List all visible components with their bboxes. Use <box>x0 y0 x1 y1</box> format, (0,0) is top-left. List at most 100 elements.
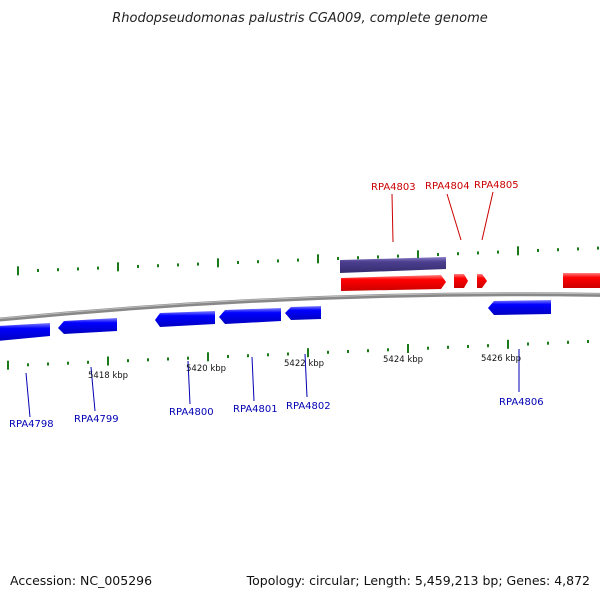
minor-tick <box>77 267 79 271</box>
reverse-strand-genes <box>0 300 551 341</box>
gene-rpa4798[interactable] <box>0 323 50 341</box>
gene-rpa4802[interactable] <box>285 306 321 320</box>
minor-tick <box>467 345 469 348</box>
leader-rpa4804 <box>446 193 462 241</box>
major-tick <box>407 344 409 353</box>
minor-tick <box>267 353 269 357</box>
gene-rpa4807[interactable] <box>563 273 600 288</box>
gene-rpa4806[interactable] <box>488 300 551 315</box>
gene-label-rpa4798[interactable]: RPA4798 <box>9 419 54 430</box>
minor-tick <box>197 262 199 266</box>
forward-gene-labels: RPA4803 RPA4804 RPA4805 <box>371 180 519 193</box>
minor-tick <box>67 361 69 365</box>
kbp-label: 5422 kbp <box>284 359 324 369</box>
gene-label-rpa4804[interactable]: RPA4804 <box>425 181 470 192</box>
reverse-gene-labels: RPA4798 RPA4799 RPA4800 RPA4801 RPA4802 … <box>9 397 544 430</box>
minor-tick <box>237 261 239 264</box>
minor-tick <box>587 340 589 343</box>
minor-tick <box>167 357 169 361</box>
gene-label-rpa4799[interactable]: RPA4799 <box>74 414 119 425</box>
minor-tick <box>327 350 329 354</box>
major-tick <box>317 254 319 264</box>
minor-tick <box>257 260 259 264</box>
minor-tick <box>437 253 439 256</box>
major-tick <box>507 339 509 349</box>
gene-label-rpa4803[interactable]: RPA4803 <box>371 182 416 193</box>
minor-tick <box>347 350 349 353</box>
minor-tick <box>27 363 29 367</box>
minor-tick <box>547 341 549 345</box>
gene-label-rpa4806[interactable]: RPA4806 <box>499 397 544 408</box>
minor-tick <box>47 362 49 366</box>
minor-tick <box>87 360 89 364</box>
minor-tick <box>97 266 99 270</box>
minor-tick <box>387 348 389 352</box>
lower-tick-row <box>7 339 589 370</box>
minor-tick <box>247 354 249 358</box>
major-tick <box>107 356 109 366</box>
major-tick <box>217 258 219 268</box>
gene-rpa4804[interactable] <box>454 274 468 288</box>
minor-tick <box>337 257 339 260</box>
minor-tick <box>287 352 289 356</box>
genome-summary-text: Topology: circular; Length: 5,459,213 bp… <box>246 573 590 588</box>
minor-tick <box>477 251 479 255</box>
major-tick <box>517 246 519 256</box>
gene-label-rpa4801[interactable]: RPA4801 <box>233 404 278 415</box>
leader-rpa4798 <box>25 372 31 418</box>
leader-rpa4799 <box>90 366 96 412</box>
minor-tick <box>127 359 129 363</box>
leader-rpa4801 <box>251 356 255 402</box>
major-tick <box>7 360 9 370</box>
gene-label-rpa4805[interactable]: RPA4805 <box>474 180 519 191</box>
kbp-label: 5418 kbp <box>88 371 128 381</box>
minor-tick <box>487 344 489 348</box>
major-tick <box>307 348 309 358</box>
major-tick <box>17 266 19 276</box>
minor-tick <box>427 346 429 350</box>
minor-tick <box>447 345 449 349</box>
minor-tick <box>397 254 399 258</box>
kbp-labels: 5418 kbp 5420 kbp 5422 kbp 5424 kbp 5426… <box>88 354 521 381</box>
minor-tick <box>147 358 149 362</box>
kbp-label: 5420 kbp <box>186 364 226 374</box>
minor-tick <box>457 252 459 256</box>
minor-tick <box>537 249 539 252</box>
genome-backbone <box>0 292 600 322</box>
minor-tick <box>227 355 229 358</box>
leader-rpa4800 <box>187 360 191 405</box>
gene-rpa4803-highlight[interactable] <box>340 257 446 273</box>
gene-rpa4800[interactable] <box>155 311 215 327</box>
gene-label-rpa4800[interactable]: RPA4800 <box>169 407 214 418</box>
kbp-label: 5426 kbp <box>481 354 521 364</box>
map-title: Rhodopseudomonas palustris CGA009, compl… <box>112 11 488 26</box>
major-tick <box>207 352 209 362</box>
genome-backbone-highlight <box>0 292 600 320</box>
gene-rpa4805[interactable] <box>477 274 487 288</box>
accession-text: Accession: NC_005296 <box>10 573 152 588</box>
minor-tick <box>297 258 299 262</box>
gene-rpa4801[interactable] <box>219 308 281 324</box>
gene-rpa4803[interactable] <box>341 275 446 291</box>
minor-tick <box>177 263 179 267</box>
gene-rpa4799[interactable] <box>58 318 117 334</box>
kbp-label: 5424 kbp <box>383 355 423 365</box>
minor-tick <box>567 340 569 344</box>
minor-tick <box>527 342 529 346</box>
minor-tick <box>57 268 59 272</box>
forward-strand-genes <box>340 257 600 291</box>
minor-tick <box>157 264 159 268</box>
minor-tick <box>557 248 559 252</box>
minor-tick <box>367 349 369 353</box>
leader-rpa4802 <box>304 353 308 398</box>
minor-tick <box>37 269 39 272</box>
gene-label-rpa4802[interactable]: RPA4802 <box>286 401 331 412</box>
minor-tick <box>577 247 579 251</box>
minor-tick <box>187 356 189 360</box>
major-tick <box>117 262 119 272</box>
forward-label-leaders <box>391 191 494 243</box>
leader-rpa4805 <box>481 191 494 241</box>
reverse-label-leaders <box>25 349 520 418</box>
minor-tick <box>497 250 499 254</box>
